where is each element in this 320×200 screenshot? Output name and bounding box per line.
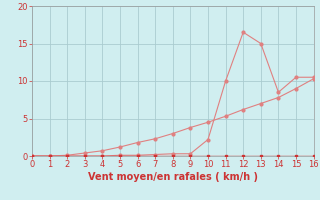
X-axis label: Vent moyen/en rafales ( km/h ): Vent moyen/en rafales ( km/h ) xyxy=(88,172,258,182)
